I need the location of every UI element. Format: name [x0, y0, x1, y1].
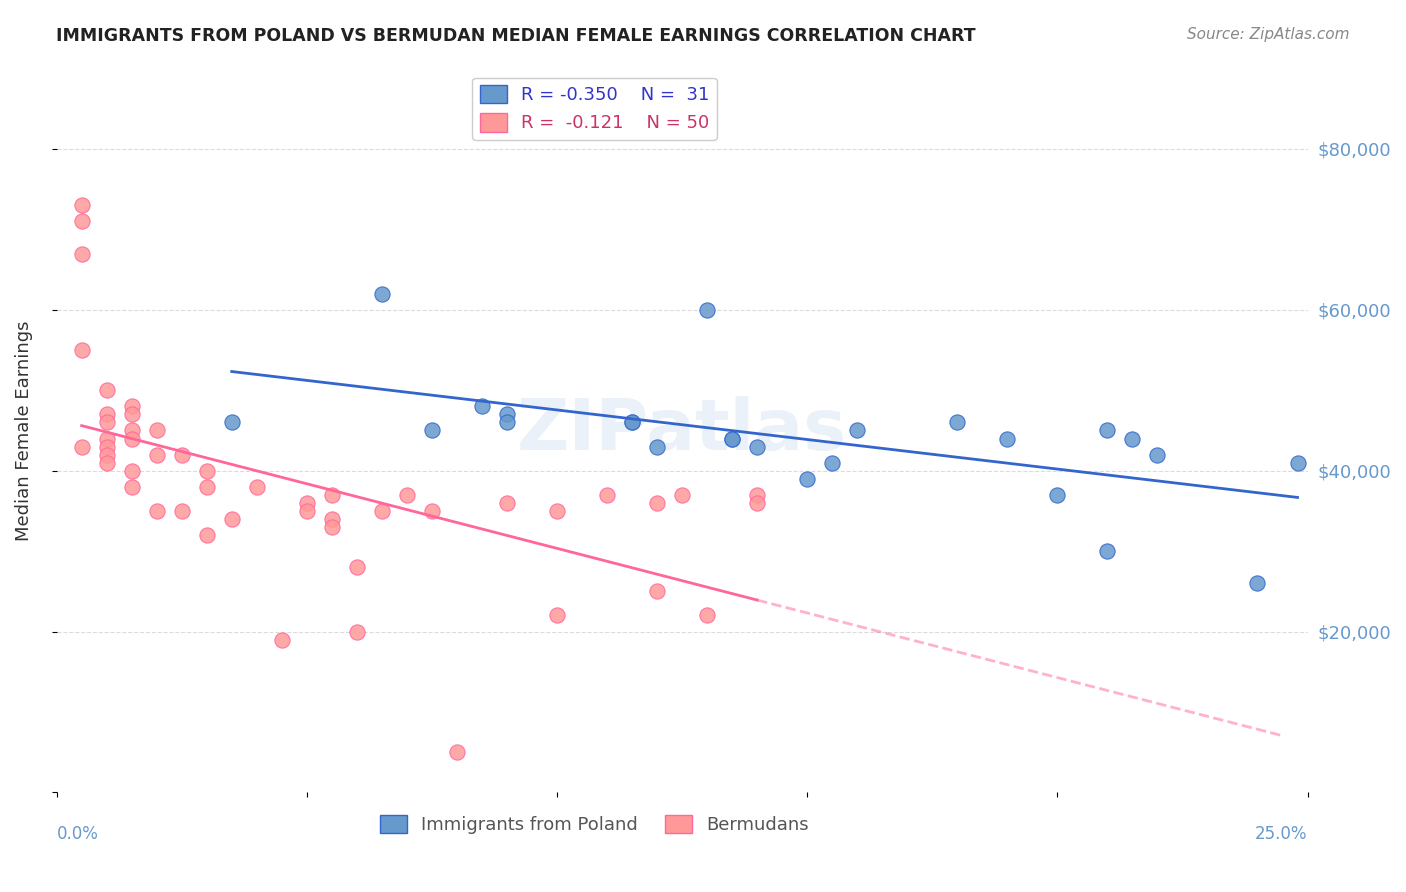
Point [721, 432, 744, 446]
Point [621, 416, 644, 430]
Point [1286, 456, 1309, 470]
Point [246, 480, 269, 494]
Point [671, 488, 693, 502]
Text: 25.0%: 25.0% [1256, 825, 1308, 843]
Point [70, 214, 93, 228]
Point [96, 448, 118, 462]
Point [420, 424, 443, 438]
Point [70, 246, 93, 260]
Point [170, 504, 193, 518]
Point [295, 504, 318, 518]
Point [195, 464, 218, 478]
Point [321, 520, 343, 534]
Point [796, 472, 818, 486]
Point [546, 608, 568, 623]
Point [145, 424, 167, 438]
Point [471, 400, 494, 414]
Point [121, 424, 143, 438]
Point [321, 488, 343, 502]
Point [195, 480, 218, 494]
Point [145, 504, 167, 518]
Point [96, 416, 118, 430]
Point [295, 496, 318, 510]
Text: ZIPatlas: ZIPatlas [517, 396, 848, 465]
Point [346, 560, 368, 574]
Point [420, 504, 443, 518]
Point [1097, 544, 1119, 558]
Point [371, 504, 394, 518]
Point [121, 464, 143, 478]
Text: Source: ZipAtlas.com: Source: ZipAtlas.com [1187, 27, 1350, 42]
Point [496, 416, 519, 430]
Point [170, 448, 193, 462]
Point [1246, 576, 1268, 591]
Point [621, 416, 644, 430]
Point [745, 488, 768, 502]
Point [496, 496, 519, 510]
Point [96, 383, 118, 397]
Point [496, 408, 519, 422]
Point [821, 456, 844, 470]
Point [346, 624, 368, 639]
Point [121, 480, 143, 494]
Point [70, 440, 93, 454]
Point [96, 408, 118, 422]
Point [645, 496, 668, 510]
Point [1146, 448, 1168, 462]
Point [1121, 432, 1143, 446]
Point [96, 456, 118, 470]
Point [96, 432, 118, 446]
Point [121, 400, 143, 414]
Point [645, 440, 668, 454]
Point [221, 416, 243, 430]
Point [645, 584, 668, 599]
Point [745, 440, 768, 454]
Point [121, 432, 143, 446]
Point [446, 745, 468, 759]
Point [1097, 424, 1119, 438]
Point [195, 528, 218, 542]
Text: 0.0%: 0.0% [56, 825, 98, 843]
Point [395, 488, 418, 502]
Text: IMMIGRANTS FROM POLAND VS BERMUDAN MEDIAN FEMALE EARNINGS CORRELATION CHART: IMMIGRANTS FROM POLAND VS BERMUDAN MEDIA… [56, 27, 976, 45]
Point [995, 432, 1018, 446]
Y-axis label: Median Female Earnings: Median Female Earnings [15, 320, 32, 541]
Point [145, 448, 167, 462]
Legend: Immigrants from Poland, Bermudans: Immigrants from Poland, Bermudans [373, 807, 817, 841]
Point [1046, 488, 1069, 502]
Point [121, 408, 143, 422]
Point [96, 440, 118, 454]
Point [371, 286, 394, 301]
Point [70, 343, 93, 357]
Point [946, 416, 969, 430]
Point [721, 432, 744, 446]
Point [846, 424, 869, 438]
Point [696, 608, 718, 623]
Point [321, 512, 343, 526]
Point [696, 302, 718, 317]
Point [270, 632, 292, 647]
Point [70, 198, 93, 212]
Point [221, 512, 243, 526]
Point [596, 488, 619, 502]
Point [546, 504, 568, 518]
Point [745, 496, 768, 510]
